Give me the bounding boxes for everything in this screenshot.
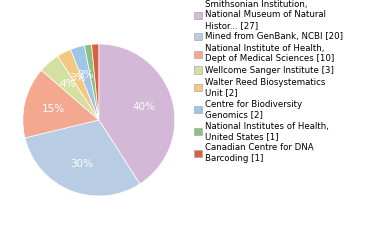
Wedge shape [23,70,99,138]
Wedge shape [92,44,99,120]
Text: 30%: 30% [70,159,93,169]
Text: 40%: 40% [133,102,155,112]
Legend: Smithsonian Institution,
National Museum of Natural
Histor... [27], Mined from G: Smithsonian Institution, National Museum… [194,0,343,163]
Text: 3%: 3% [69,73,86,83]
Wedge shape [25,120,140,196]
Wedge shape [41,56,99,120]
Text: 4%: 4% [60,79,76,89]
Wedge shape [71,45,99,120]
Wedge shape [99,44,175,184]
Wedge shape [58,49,99,120]
Text: 3%: 3% [77,70,94,80]
Wedge shape [84,44,99,120]
Text: 15%: 15% [41,104,65,114]
